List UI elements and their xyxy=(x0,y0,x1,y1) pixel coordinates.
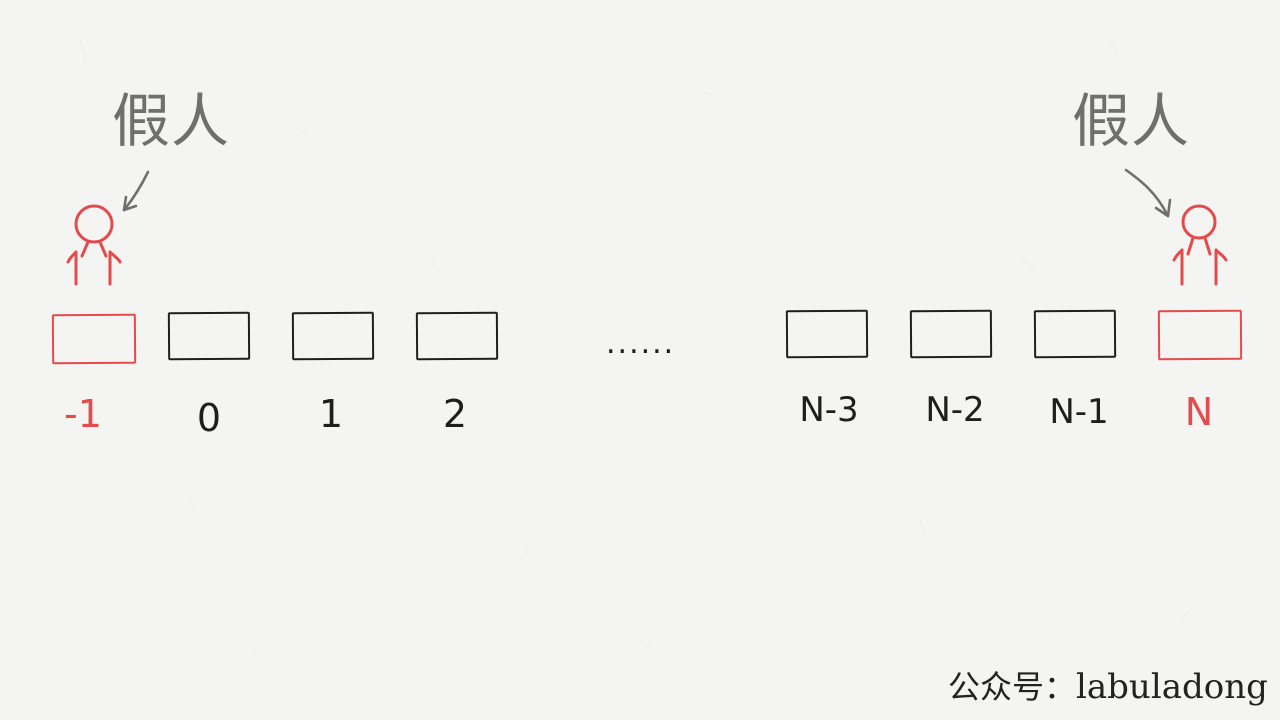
right-fake-person xyxy=(1172,204,1228,286)
array-box-neg1 xyxy=(51,313,137,365)
left-fake-arrow xyxy=(122,170,150,212)
index-label-neg1: -1 xyxy=(64,392,102,436)
array-box-2 xyxy=(415,311,499,361)
index-label-n-2: N-2 xyxy=(925,390,985,430)
right-fake-label: 假人 xyxy=(1072,87,1191,155)
left-fake-person xyxy=(66,204,122,286)
array-box-n-1 xyxy=(1033,309,1117,359)
watermark-name: labuladong xyxy=(1076,667,1268,707)
array-box-n-3 xyxy=(785,309,869,359)
index-label-n-3: N-3 xyxy=(799,390,859,430)
array-box-0 xyxy=(167,311,251,361)
right-fake-arrow xyxy=(1124,168,1172,218)
index-label-2: 2 xyxy=(442,392,468,436)
index-label-0: 0 xyxy=(196,396,222,440)
index-label-n-1: N-1 xyxy=(1049,392,1109,432)
left-fake-label: 假人 xyxy=(112,87,231,155)
watermark-prefix: 公众号： xyxy=(948,668,1077,706)
index-label-n: N xyxy=(1184,390,1214,434)
index-label-1: 1 xyxy=(318,392,344,436)
array-box-n-2 xyxy=(909,309,993,359)
ellipsis: ...... xyxy=(606,326,676,361)
watermark: 公众号：labuladong xyxy=(948,662,1268,708)
array-box-1 xyxy=(291,311,375,361)
array-box-n xyxy=(1157,309,1243,361)
